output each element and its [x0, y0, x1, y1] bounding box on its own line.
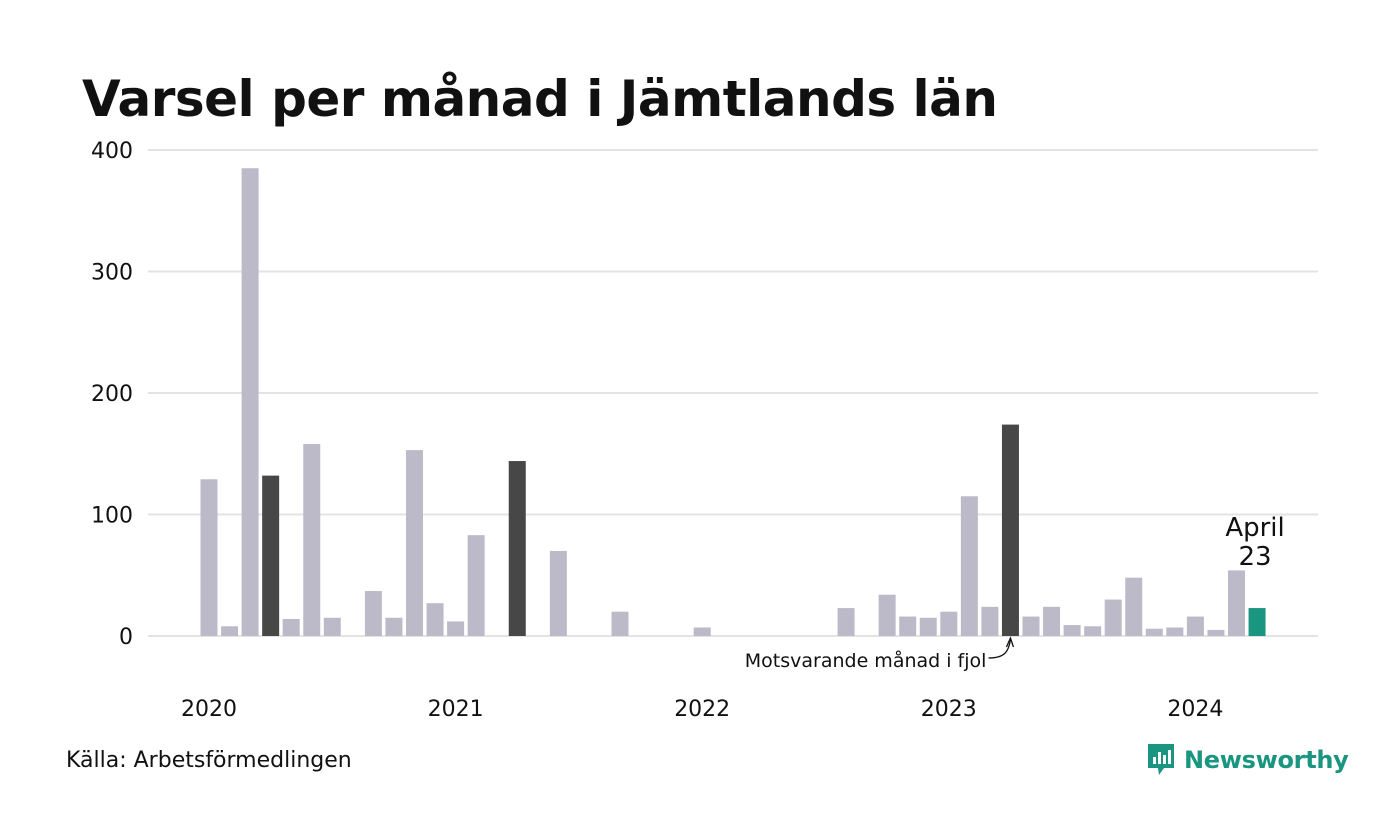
bar-2023-01 [940, 611, 958, 636]
annotation-arrow [988, 639, 1012, 659]
bar-2020-09 [364, 591, 382, 636]
bar-2021-09 [611, 611, 629, 636]
bar-2023-03 [981, 606, 999, 636]
bar-2024-01 [1186, 616, 1204, 636]
y-tick-label: 300 [91, 261, 133, 286]
brand-name: Newsworthy [1184, 746, 1349, 774]
annotation-arrowhead [1005, 636, 1015, 648]
y-tick-label: 400 [91, 139, 133, 164]
bar-2023-11 [1145, 628, 1163, 636]
bar-2023-10 [1125, 577, 1143, 636]
bar-2022-11 [899, 616, 917, 636]
bar-2023-02 [960, 496, 978, 636]
bar-2021-06 [549, 550, 567, 636]
x-tick-label: 2021 [428, 697, 484, 722]
bar-2020-04 [262, 475, 280, 636]
source-note: Källa: Arbetsförmedlingen [66, 748, 352, 773]
bar-2024-04 [1248, 608, 1266, 636]
bar-2021-02 [467, 535, 485, 636]
bar-2022-08 [837, 608, 855, 636]
bar-2020-11 [406, 450, 423, 636]
bar-2022-10 [878, 594, 896, 636]
bar-2023-08 [1084, 626, 1102, 636]
bar-2021-04 [508, 461, 526, 636]
bar-2020-01 [200, 479, 218, 636]
x-tick-label: 2023 [921, 697, 977, 722]
x-tick-label: 2020 [181, 697, 237, 722]
x-tick-label: 2024 [1167, 697, 1223, 722]
axis-labels: 0 100 200 300 400 2020 2021 2022 2023 2024 [91, 139, 1223, 722]
bar-2024-02 [1207, 629, 1225, 636]
chart-title: Varsel per månad i Jämtlands län [82, 70, 998, 128]
y-tick-label: 100 [91, 504, 133, 529]
bar-2024-03 [1228, 570, 1245, 636]
y-tick-label: 0 [119, 625, 133, 650]
bar-2023-09 [1104, 599, 1122, 636]
bars [200, 168, 1266, 636]
bar-2023-12 [1166, 627, 1184, 636]
bar-2020-12 [426, 603, 444, 636]
last-year-label: Motsvarande månad i fjol [745, 649, 987, 672]
bar-2022-01 [693, 627, 711, 636]
bar-2021-01 [447, 621, 465, 636]
bar-2023-07 [1063, 625, 1081, 636]
current-value-label: 23 [1239, 542, 1272, 572]
bar-2023-05 [1022, 616, 1040, 636]
bar-2023-04 [1001, 424, 1019, 636]
bar-2020-07 [323, 617, 341, 636]
bar-2020-10 [385, 617, 403, 636]
y-tick-label: 200 [91, 382, 133, 407]
current-month-label: April [1225, 513, 1284, 543]
bar-2020-06 [303, 444, 321, 636]
brand-logo[interactable]: Newsworthy [1146, 742, 1349, 778]
gridlines [148, 149, 1318, 637]
bar-2022-12 [919, 617, 937, 636]
bar-2023-06 [1043, 606, 1061, 636]
bar-2020-02 [221, 626, 239, 636]
bar-2020-03 [241, 168, 259, 636]
bar-2020-05 [282, 618, 300, 636]
x-tick-label: 2022 [674, 697, 730, 722]
newsworthy-logo-icon [1148, 744, 1174, 775]
